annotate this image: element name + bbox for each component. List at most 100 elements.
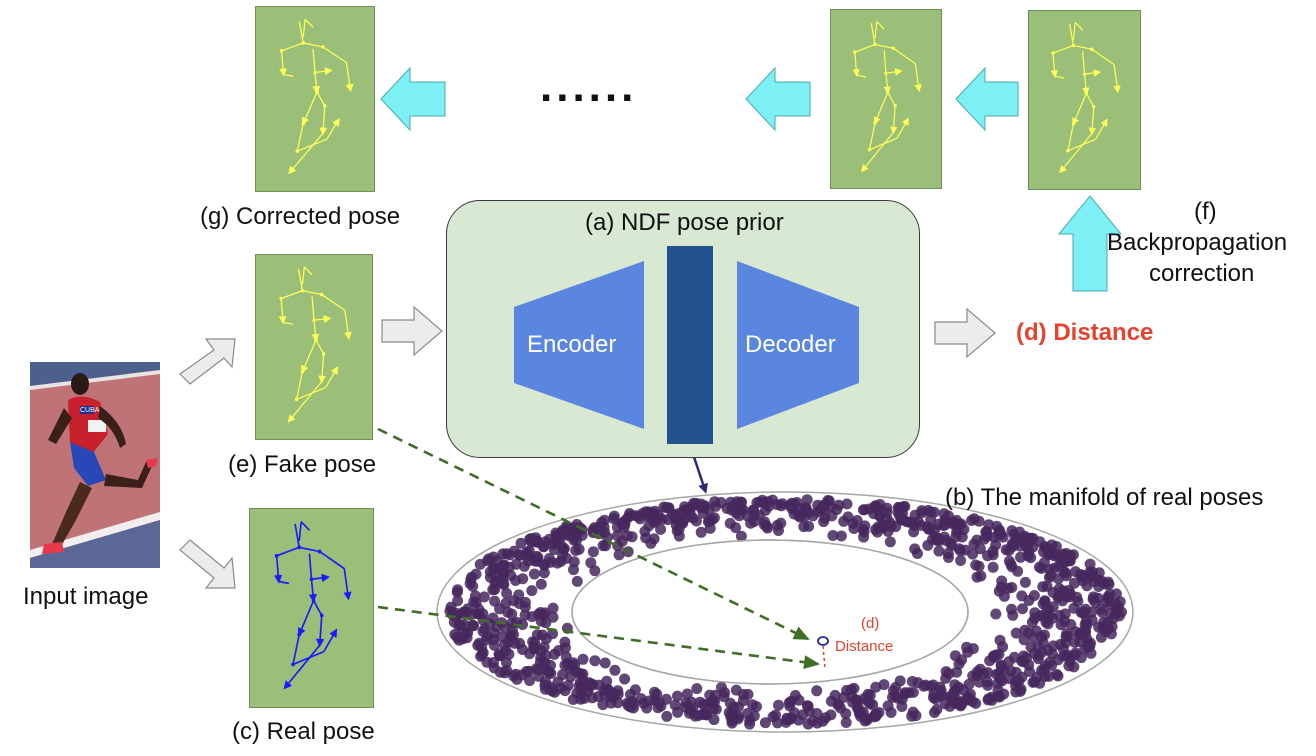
manifold-point xyxy=(552,676,564,688)
manifold-point xyxy=(992,690,1004,702)
manifold-point xyxy=(484,566,496,578)
manifold-point xyxy=(695,526,707,538)
manifold-point xyxy=(716,681,727,693)
manifold-point xyxy=(781,712,793,724)
manifold-point xyxy=(1086,606,1098,618)
manifold-point xyxy=(1008,651,1020,663)
manifold-point xyxy=(503,648,515,660)
intermediate-pose-panel xyxy=(830,9,942,189)
manifold-point xyxy=(625,689,636,700)
manifold-point xyxy=(602,684,614,696)
manifold-point xyxy=(449,629,461,640)
manifold-point xyxy=(787,501,799,513)
manifold-point xyxy=(770,709,782,721)
manifold-point xyxy=(1039,671,1051,682)
manifold-point xyxy=(538,559,550,571)
manifold-point xyxy=(838,515,850,527)
manifold-point xyxy=(878,679,890,691)
manifold-point xyxy=(608,513,620,525)
encoder-decoder-graphic xyxy=(514,246,859,444)
manifold-point xyxy=(514,550,526,561)
manifold-point xyxy=(983,693,995,705)
manifold-point xyxy=(568,564,579,576)
manifold-point xyxy=(753,496,765,508)
manifold-point xyxy=(966,515,977,526)
manifold-point xyxy=(946,539,957,551)
manifold-point xyxy=(519,596,531,608)
manifold-point xyxy=(991,668,1003,680)
manifold-point xyxy=(506,608,518,620)
manifold-point xyxy=(691,683,703,695)
manifold-point xyxy=(669,699,681,711)
manifold-point xyxy=(981,530,993,542)
manifold-point xyxy=(874,510,886,522)
manifold-point xyxy=(1008,528,1020,540)
manifold-point xyxy=(737,688,749,700)
manifold-point xyxy=(906,676,918,687)
manifold-point xyxy=(987,561,999,573)
manifold-point xyxy=(1063,660,1075,672)
jersey-text: CUBA xyxy=(80,407,100,414)
manifold-point xyxy=(1019,624,1031,636)
manifold-point xyxy=(870,524,881,536)
distance-small-word: Distance xyxy=(835,638,894,655)
manifold-point xyxy=(1079,619,1091,631)
manifold-point xyxy=(943,668,955,680)
first-correction-pose-skeleton xyxy=(1050,22,1121,174)
manifold-point xyxy=(915,519,927,531)
manifold-point xyxy=(1070,647,1082,659)
manifold-point xyxy=(835,530,847,542)
manifold-point xyxy=(487,657,499,668)
manifold-point xyxy=(1096,575,1108,587)
manifold-point xyxy=(513,589,525,601)
input-image: CUBA xyxy=(30,362,160,568)
manifold-point xyxy=(1007,609,1019,621)
manifold-point xyxy=(1003,545,1015,557)
backprop-line2: correction xyxy=(1149,260,1255,287)
manifold-point xyxy=(927,679,939,691)
manifold-point xyxy=(840,717,852,728)
manifold-point xyxy=(565,671,577,683)
manifold-point xyxy=(523,545,535,557)
distance-marker-line xyxy=(822,645,826,669)
manifold-point xyxy=(862,688,874,700)
manifold-point xyxy=(829,689,841,701)
manifold-point xyxy=(612,540,624,552)
manifold-point xyxy=(1012,565,1024,577)
fake-pose-dashed-arrow xyxy=(377,427,810,641)
fake-point-marker xyxy=(817,636,829,646)
manifold-point xyxy=(732,713,744,725)
manifold-point xyxy=(1052,670,1064,682)
manifold-point xyxy=(975,570,987,582)
manifold-point xyxy=(1046,648,1058,660)
manifold-point xyxy=(677,517,689,529)
manifold-point xyxy=(655,523,667,535)
manifold-point xyxy=(1028,648,1040,660)
manifold-point xyxy=(1015,683,1027,695)
manifold-point xyxy=(524,675,536,687)
manifold-point xyxy=(458,619,470,631)
input-image-label: Input image xyxy=(23,583,149,610)
manifold-point xyxy=(538,567,550,579)
manifold-point xyxy=(798,521,810,533)
real-pose-skeleton xyxy=(274,521,352,690)
manifold-point xyxy=(832,699,844,711)
manifold-point xyxy=(1086,566,1098,578)
manifold-point xyxy=(991,520,1003,532)
manifold-point xyxy=(1023,546,1035,558)
manifold-point xyxy=(793,714,805,726)
manifold-point xyxy=(1053,583,1065,595)
manifold-point xyxy=(469,590,481,602)
manifold-point xyxy=(981,676,993,688)
manifold-point xyxy=(894,675,906,687)
manifold-point xyxy=(1071,591,1083,603)
manifold-point xyxy=(577,653,589,665)
manifold-point xyxy=(652,513,664,525)
manifold-point xyxy=(599,657,611,669)
manifold-point xyxy=(907,686,919,698)
gray-arrow-diag-up xyxy=(179,338,236,385)
decoder-block xyxy=(737,261,859,429)
manifold-point xyxy=(855,710,866,722)
manifold-point xyxy=(928,692,939,704)
manifold-point xyxy=(1055,619,1067,631)
